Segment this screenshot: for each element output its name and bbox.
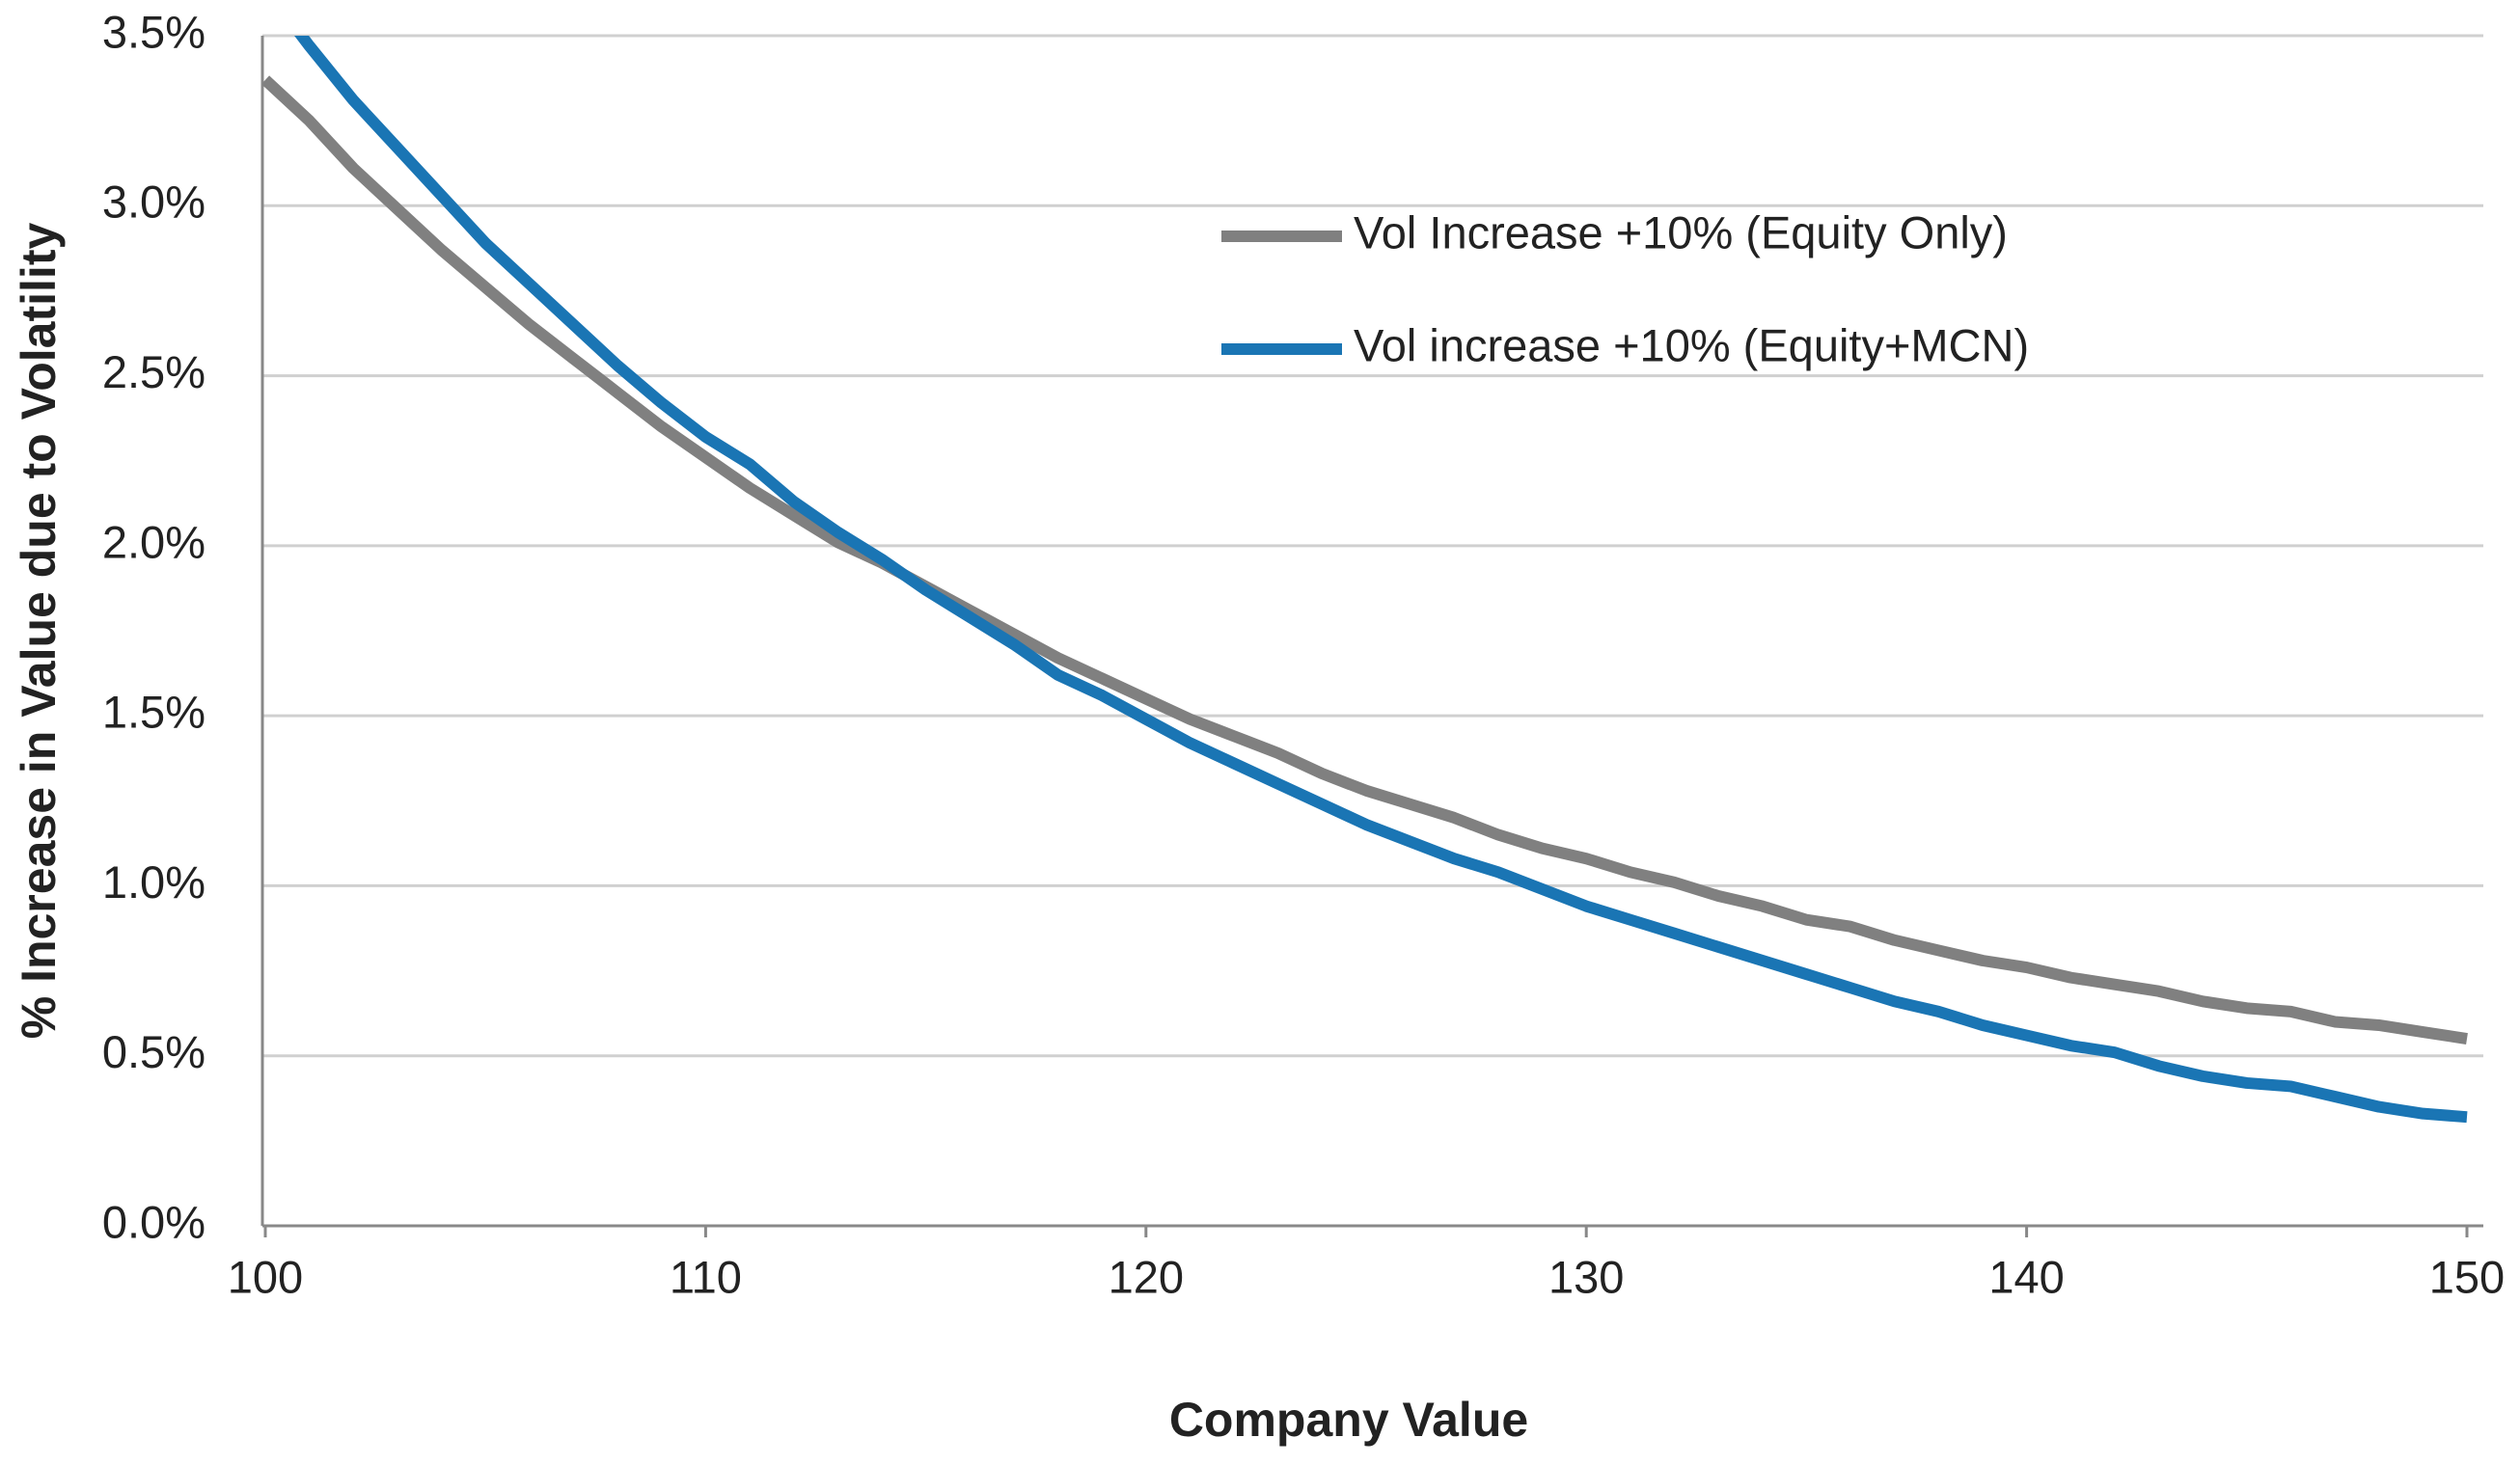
y-tick-label: 1.0%: [102, 856, 205, 908]
y-axis-title: % Increase in Value due to Volatility: [12, 223, 66, 1040]
data-line: [294, 36, 2468, 1124]
x-tick-label: 100: [228, 1251, 303, 1302]
x-tick-label: 140: [1988, 1251, 2064, 1302]
x-tick-label: 120: [1109, 1251, 1184, 1302]
y-tick-label: 3.0%: [102, 176, 205, 228]
y-tick-label: 1.5%: [102, 687, 205, 738]
x-axis-title: Company Value: [1169, 1393, 1528, 1447]
y-tick-label: 3.5%: [102, 6, 205, 57]
legend-label: Vol Increase +10% (Equity Only): [1354, 206, 2008, 258]
legend-label: Vol increase +10% (Equity+MCN): [1354, 319, 2029, 370]
data-line: [262, 75, 2468, 1045]
x-tick-label: 150: [2429, 1251, 2505, 1302]
x-tick-label: 110: [670, 1251, 742, 1302]
x-tick-label: 130: [1548, 1251, 1624, 1302]
y-tick-label: 2.5%: [102, 346, 205, 397]
plot-area: [262, 36, 2468, 1124]
y-tick-label: 0.0%: [102, 1196, 205, 1247]
y-tick-label: 2.0%: [102, 516, 205, 567]
y-tick-label: 0.5%: [102, 1026, 205, 1077]
